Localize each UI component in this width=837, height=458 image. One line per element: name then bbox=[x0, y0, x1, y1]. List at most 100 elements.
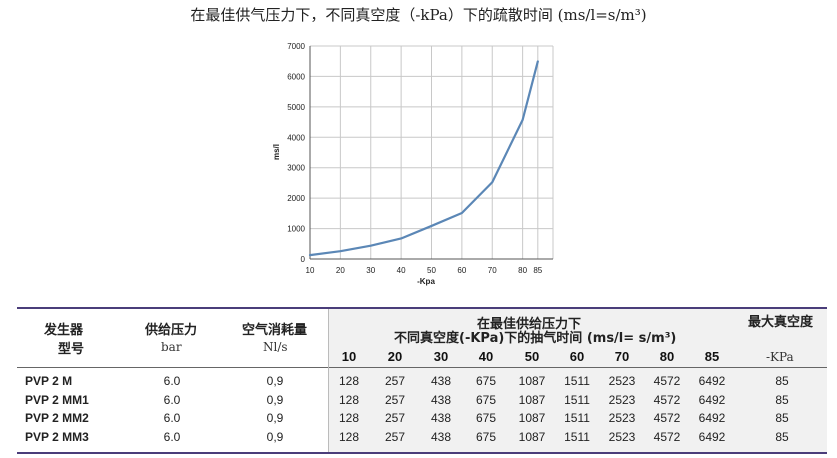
pressure-cell: 6.0 bbox=[163, 374, 181, 388]
time-cell: 257 bbox=[384, 392, 406, 407]
table-row: PVP 2 MM2 6.0 0,9 128 257 438 675 1087 1511 2523 4… bbox=[17, 411, 827, 429]
time-columns-shade bbox=[329, 309, 827, 452]
series-line bbox=[308, 60, 539, 257]
consumption-cell: 0,9 bbox=[266, 374, 284, 388]
time-cell: 438 bbox=[430, 392, 452, 407]
x-tick-label: 85 bbox=[533, 266, 542, 275]
table-row: PVP 2 MM1 6.0 0,9 128 257 438 675 1087 1511 2523 4… bbox=[17, 393, 827, 411]
col-pressure-header: 供给压力 bbox=[145, 323, 198, 338]
y-tick-label: 5000 bbox=[287, 103, 305, 112]
time-cell: 1511 bbox=[564, 392, 590, 407]
x-tick-label: 40 bbox=[397, 266, 406, 275]
consumption-cell: 0,9 bbox=[266, 411, 284, 425]
table-header-rule bbox=[17, 367, 827, 368]
model-cell: PVP 2 MM1 bbox=[25, 392, 89, 407]
y-axis-label: ms/l bbox=[272, 144, 281, 160]
x-tick-labels: 10 20 30 40 50 60 70 80 85 bbox=[306, 266, 543, 275]
x-tick-label: 80 bbox=[518, 266, 527, 275]
time-cell: 1087 bbox=[518, 411, 546, 425]
table-top-rule bbox=[17, 307, 827, 309]
time-cell: 2523 bbox=[608, 411, 636, 425]
vacuum-level-header: 70 bbox=[614, 349, 630, 364]
evacuation-time-chart: 0 1000 2000 3000 4000 5000 6000 7000 10 20 30 40 50… bbox=[272, 42, 554, 286]
time-cell: 4572 bbox=[653, 429, 681, 444]
time-cell: 257 bbox=[384, 374, 406, 388]
vacuum-level-header: 10 bbox=[341, 349, 357, 364]
model-cell: PVP 2 M bbox=[25, 374, 73, 388]
x-tick-label: 10 bbox=[306, 266, 315, 275]
table-bottom-rule bbox=[17, 452, 827, 454]
x-tick-label: 60 bbox=[457, 266, 466, 275]
data-point bbox=[400, 237, 402, 240]
time-cell: 6492 bbox=[698, 411, 726, 425]
data-point bbox=[339, 250, 342, 252]
data-point bbox=[309, 254, 311, 256]
col-pressure-unit: bar bbox=[161, 340, 182, 354]
data-point bbox=[521, 119, 524, 121]
data-point bbox=[537, 60, 539, 63]
time-cell: 675 bbox=[475, 411, 497, 425]
time-cell: 1087 bbox=[518, 374, 546, 388]
consumption-cell: 0,9 bbox=[266, 392, 284, 407]
time-cell: 438 bbox=[430, 411, 452, 425]
time-cell: 128 bbox=[338, 392, 360, 407]
y-tick-label: 1000 bbox=[287, 225, 305, 234]
group-header: 在最佳供给压力下 bbox=[477, 317, 582, 332]
time-cell: 4572 bbox=[653, 392, 681, 407]
time-cell: 675 bbox=[475, 392, 497, 407]
time-cell: 257 bbox=[384, 429, 406, 444]
data-point bbox=[430, 225, 433, 227]
col-consumption-unit: Nl/s bbox=[263, 340, 288, 354]
time-cell: 4572 bbox=[653, 374, 681, 388]
time-cell: 257 bbox=[384, 411, 406, 425]
col-consumption-header: 空气消耗量 bbox=[242, 323, 308, 338]
x-tick-label: 70 bbox=[488, 266, 497, 275]
col-model-subheader: 型号 bbox=[58, 342, 85, 357]
vacuum-level-header: 40 bbox=[478, 349, 494, 364]
time-cell: 1087 bbox=[518, 429, 546, 444]
data-point bbox=[461, 212, 463, 214]
time-cell: 438 bbox=[430, 429, 452, 444]
x-tick-label: 30 bbox=[366, 266, 375, 275]
max-vacuum-cell: 85 bbox=[775, 429, 789, 444]
y-tick-label: 0 bbox=[301, 255, 306, 264]
y-tick-label: 3000 bbox=[287, 164, 305, 173]
y-tick-label: 7000 bbox=[287, 42, 305, 51]
group-subheader: 不同真空度(-KPa)下的抽气时间 (ms/l= s/m³) bbox=[394, 331, 677, 346]
max-vacuum-cell: 85 bbox=[775, 392, 789, 407]
time-cell: 6492 bbox=[698, 392, 726, 407]
model-cell: PVP 2 MM2 bbox=[25, 411, 89, 425]
table-row: PVP 2 M 6.0 0,9 128 257 438 675 1087 1511 2523 457… bbox=[17, 374, 827, 392]
pressure-cell: 6.0 bbox=[163, 392, 181, 407]
time-cell: 675 bbox=[475, 429, 497, 444]
time-cell: 128 bbox=[338, 374, 360, 388]
time-cell: 128 bbox=[338, 411, 360, 425]
chart-axes bbox=[309, 46, 553, 260]
model-cell: PVP 2 MM3 bbox=[25, 429, 89, 444]
chart-series bbox=[308, 60, 539, 257]
vacuum-level-header: 50 bbox=[524, 349, 540, 364]
time-cell: 6492 bbox=[698, 374, 726, 388]
col-max-vacuum-unit: -KPa bbox=[766, 350, 794, 364]
y-tick-labels: 0 1000 2000 3000 4000 5000 6000 7000 bbox=[287, 42, 305, 264]
data-point bbox=[369, 244, 372, 247]
max-vacuum-cell: 85 bbox=[775, 411, 789, 425]
col-model-header: 发生器 bbox=[44, 323, 84, 338]
pressure-cell: 6.0 bbox=[163, 429, 181, 444]
time-cell: 128 bbox=[338, 429, 360, 444]
time-cell: 6492 bbox=[698, 429, 726, 444]
pressure-cell: 6.0 bbox=[163, 411, 181, 425]
time-cell: 1511 bbox=[564, 429, 590, 444]
vacuum-level-header: 30 bbox=[433, 349, 449, 364]
x-tick-label: 20 bbox=[336, 266, 345, 275]
time-cell: 2523 bbox=[608, 429, 636, 444]
table-row: PVP 2 MM3 6.0 0,9 128 257 438 675 1087 1511 2523 4… bbox=[17, 430, 827, 448]
time-cell: 2523 bbox=[608, 392, 636, 407]
vacuum-level-header: 85 bbox=[704, 349, 720, 364]
time-cell: 1511 bbox=[564, 374, 590, 388]
time-cell: 438 bbox=[430, 374, 452, 388]
x-tick-label: 50 bbox=[427, 266, 436, 275]
page-title: 在最佳供气压力下，不同真空度（-kPa）下的疏散时间 (ms/l=s/m³) bbox=[190, 6, 647, 24]
x-axis-label: -Kpa bbox=[417, 277, 435, 286]
vacuum-level-header: 20 bbox=[387, 349, 403, 364]
